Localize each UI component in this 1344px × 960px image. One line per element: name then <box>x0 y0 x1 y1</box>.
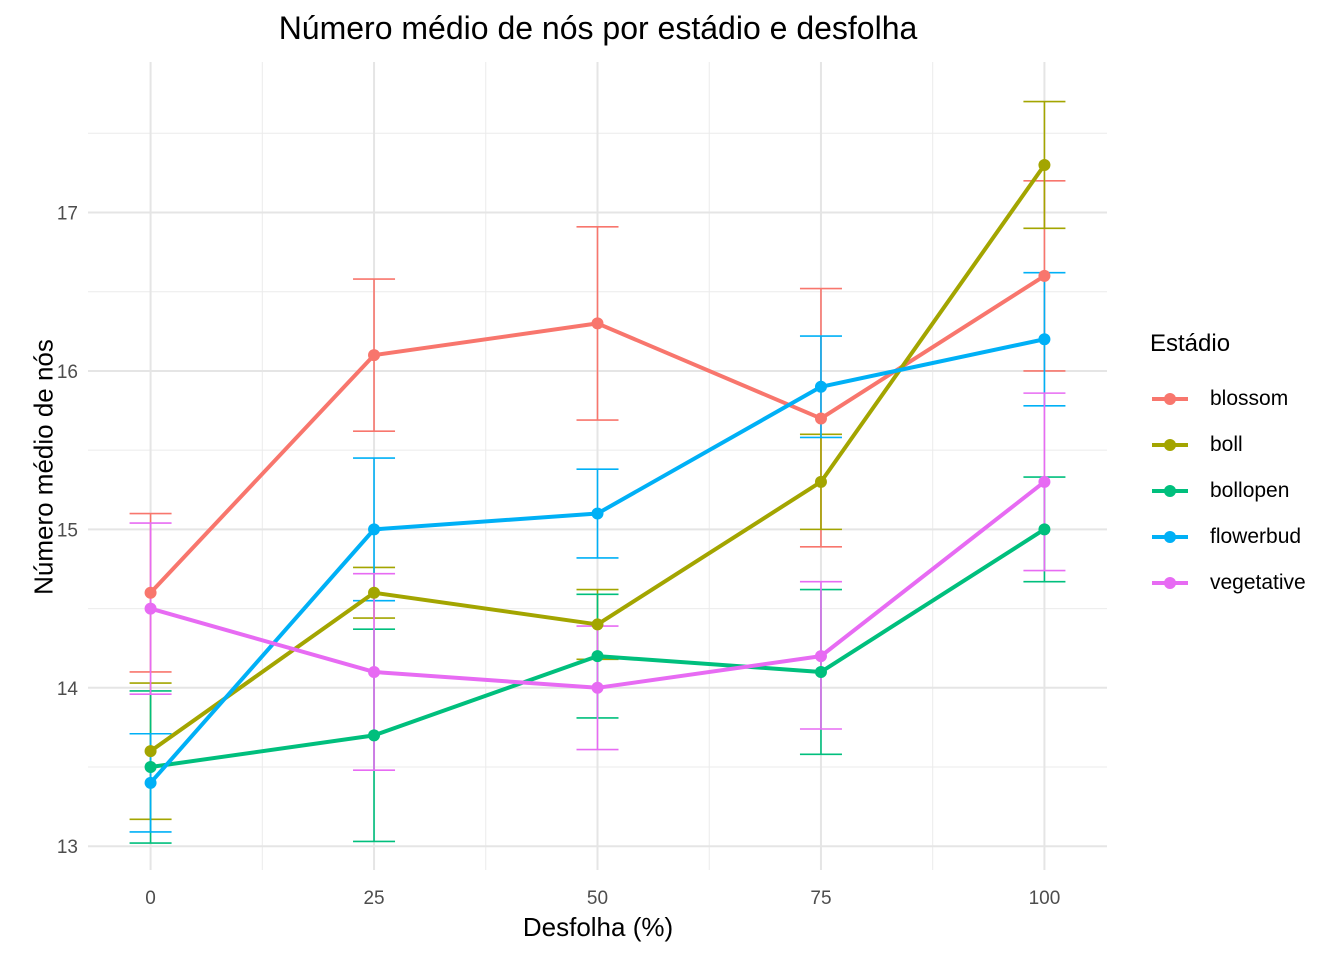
legend-key-point <box>1164 577 1176 589</box>
data-point-boll <box>144 745 157 758</box>
legend-key-vegetative <box>1152 577 1188 589</box>
x-tick-label: 0 <box>145 888 156 909</box>
y-tick-label: 16 <box>57 362 78 383</box>
y-tick-label: 13 <box>57 837 78 858</box>
legend-key-point <box>1164 485 1176 497</box>
errorbar-layer <box>129 100 1066 844</box>
y-tick-label: 15 <box>57 520 78 541</box>
data-point-bollopen <box>368 729 381 742</box>
legend-label: boll <box>1210 433 1243 456</box>
data-point-blossom <box>1038 269 1051 282</box>
data-point-flowerbud <box>1038 333 1051 346</box>
data-point-boll <box>1038 158 1051 171</box>
legend-key-flowerbud <box>1152 531 1188 543</box>
data-point-flowerbud <box>368 523 381 536</box>
x-tick-label: 50 <box>587 888 608 909</box>
legend-label: flowerbud <box>1210 525 1302 548</box>
data-point-vegetative <box>144 602 157 615</box>
legend-item-bollopen: bollopen <box>1150 468 1306 514</box>
legend-item-flowerbud: flowerbud <box>1150 514 1306 560</box>
data-point-blossom <box>368 349 381 362</box>
x-tick-label: 100 <box>1029 888 1061 909</box>
legend-key-blossom <box>1152 393 1188 405</box>
y-tick-label: 14 <box>57 679 79 700</box>
tick-label-layer: 0 25 50 75 100 13 14 15 16 17 <box>57 204 1060 909</box>
data-point-boll <box>591 618 604 631</box>
y-tick-label: 17 <box>57 204 78 225</box>
x-axis-title: Desfolha (%) <box>522 912 674 942</box>
data-point-blossom <box>814 412 827 425</box>
data-point-vegetative <box>591 681 604 694</box>
data-point-vegetative <box>1038 475 1051 488</box>
legend-label: vegetative <box>1210 571 1306 594</box>
x-tick-label: 25 <box>363 888 384 909</box>
legend-key-point <box>1164 439 1176 451</box>
data-point-flowerbud <box>144 776 157 789</box>
legend-title: Estádio <box>1150 330 1231 357</box>
data-point-boll <box>368 586 381 599</box>
legend-item-blossom: blossom <box>1150 376 1306 422</box>
legend-key-point <box>1164 393 1176 405</box>
legend-key-bollopen <box>1152 485 1188 497</box>
data-point-bollopen <box>144 761 157 774</box>
x-tick-label: 75 <box>810 888 831 909</box>
legend-label: bollopen <box>1210 479 1290 502</box>
data-point-bollopen <box>591 650 604 663</box>
legend-key-point <box>1164 531 1176 543</box>
data-point-layer <box>144 158 1051 789</box>
data-point-vegetative <box>368 665 381 678</box>
data-point-bollopen <box>1038 523 1051 536</box>
legend: Estádio blossom boll bollopen flowerbud vege… <box>1150 330 1306 606</box>
data-point-bollopen <box>814 665 827 678</box>
data-point-boll <box>814 475 827 488</box>
data-point-flowerbud <box>814 380 827 393</box>
data-point-vegetative <box>814 650 827 663</box>
legend-item-boll: boll <box>1150 422 1306 468</box>
legend-label: blossom <box>1210 387 1289 410</box>
legend-items: blossom boll bollopen flowerbud vegetative <box>1150 376 1306 606</box>
data-point-flowerbud <box>591 507 604 520</box>
legend-key-boll <box>1152 439 1188 451</box>
data-point-blossom <box>591 317 604 330</box>
data-point-blossom <box>144 586 157 599</box>
legend-item-vegetative: vegetative <box>1150 560 1306 606</box>
chart-title: Número médio de nós por estádio e desfol… <box>278 10 918 46</box>
